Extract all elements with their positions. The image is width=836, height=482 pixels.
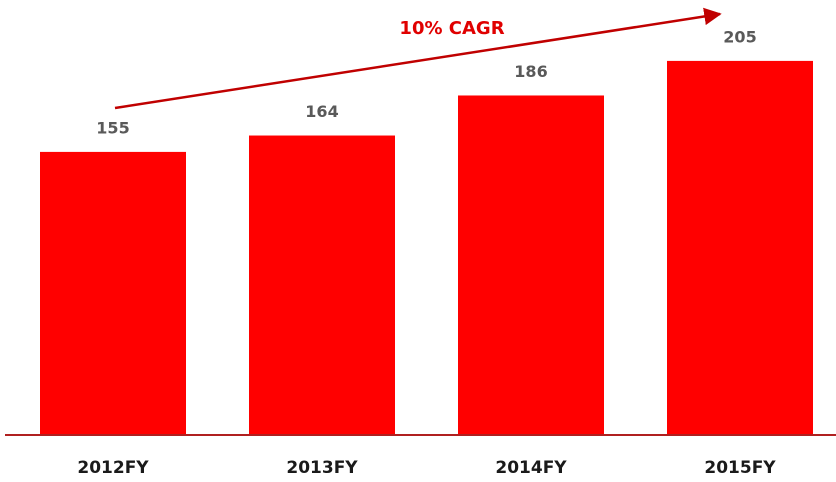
- value-label: 186: [514, 62, 547, 81]
- bar: [40, 151, 186, 434]
- value-label: 205: [723, 27, 756, 46]
- x-tick-label: 2015FY: [704, 458, 776, 478]
- value-label: 155: [96, 118, 129, 137]
- cagr-arrow: [114, 7, 722, 110]
- x-tick-label: 2013FY: [286, 458, 358, 478]
- value-label: 164: [305, 102, 338, 121]
- x-tick-label: 2012FY: [77, 458, 149, 478]
- x-tick-label: 2014FY: [495, 458, 567, 478]
- bar: [249, 135, 395, 434]
- annotation: 10% CAGR: [399, 18, 504, 39]
- bar: [458, 95, 604, 434]
- bar: [667, 60, 813, 435]
